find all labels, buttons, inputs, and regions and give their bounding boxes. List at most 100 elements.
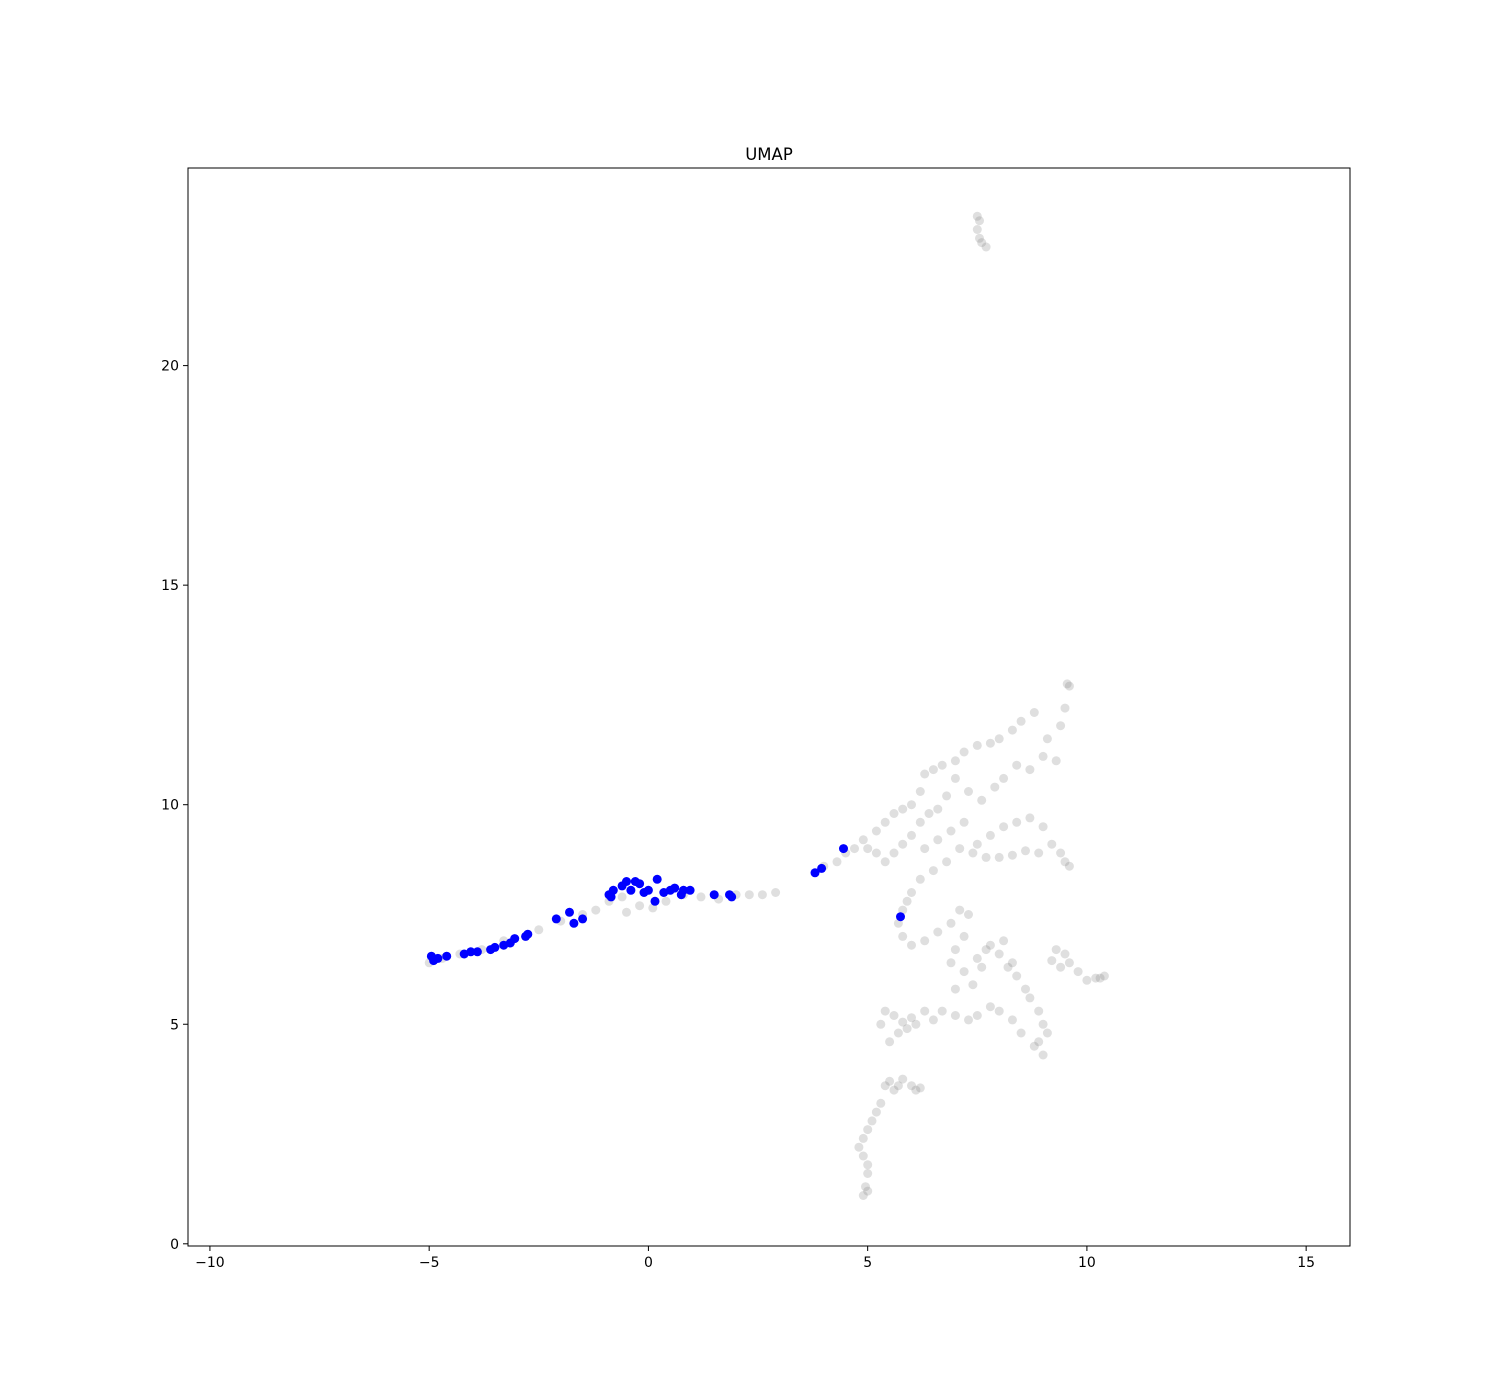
background-point-178: [863, 1169, 873, 1178]
background-point-146: [950, 984, 960, 994]
x-axis: −10 −5 0 5 10 15: [195, 1246, 1315, 1271]
x-tick-label-3: 5: [863, 1255, 872, 1271]
y-tick-label-2: 10: [161, 798, 179, 814]
highlight-point-16: [569, 918, 579, 928]
background-point-39: [907, 800, 916, 810]
background-point-27: [757, 890, 767, 900]
highlight-point-39: [817, 863, 827, 873]
x-tick-label-0: −10: [195, 1255, 225, 1271]
background-point-128: [1007, 1015, 1017, 1025]
highlight-point-11: [510, 934, 520, 944]
x-tick-label-4: 10: [1078, 1255, 1096, 1271]
background-point-50: [1016, 716, 1026, 726]
background-point-37: [889, 809, 899, 818]
background-point-83: [1025, 813, 1035, 823]
background-point-173: [863, 1125, 873, 1135]
background-point-109: [964, 910, 973, 919]
background-point-40: [915, 787, 925, 796]
background-point-108: [955, 905, 965, 915]
background-point-162: [880, 1081, 890, 1091]
background-point-104: [907, 940, 916, 950]
background-point-71: [898, 839, 908, 849]
background-point-59: [1025, 765, 1035, 775]
background-point-62: [990, 782, 1000, 792]
background-point-153: [1056, 962, 1066, 972]
background-point-163: [885, 1076, 895, 1086]
background-point-116: [994, 949, 1004, 959]
background-point-117: [1003, 962, 1013, 972]
x-tick-label-1: −5: [419, 1255, 440, 1271]
background-point-63: [977, 795, 987, 805]
background-point-166: [898, 1074, 908, 1084]
background-point-160: [1051, 945, 1061, 955]
background-point-159: [1095, 973, 1105, 983]
background-point-110: [959, 931, 969, 941]
background-point-61: [999, 773, 1009, 783]
background-point-45: [959, 747, 969, 757]
y-tick-label-3: 15: [161, 578, 179, 594]
points-layer: [424, 211, 1109, 1200]
background-point-43: [937, 760, 947, 770]
background-point-33: [858, 835, 868, 845]
background-point-76: [933, 835, 943, 845]
background-point-176: [858, 1151, 868, 1161]
background-point-151: [1007, 958, 1017, 968]
background-point-35: [871, 826, 881, 836]
highlight-point-24: [635, 879, 645, 889]
background-point-177: [863, 1160, 873, 1170]
y-axis: 0 5 10 15 20: [161, 359, 188, 1253]
background-point-122: [1038, 1019, 1048, 1029]
background-point-125: [1038, 1050, 1048, 1060]
background-point-171: [871, 1107, 881, 1117]
background-point-34: [863, 844, 873, 854]
background-point-88: [1060, 857, 1070, 867]
background-point-165: [893, 1081, 903, 1091]
background-point-78: [959, 817, 969, 827]
highlight-point-42: [606, 892, 616, 902]
highlight-point-41: [896, 912, 905, 922]
background-point-133: [950, 1011, 960, 1020]
background-point-51: [1029, 708, 1039, 717]
background-point-15: [591, 905, 601, 915]
y-tick-label-1: 5: [170, 1017, 179, 1033]
background-point-53: [1056, 721, 1066, 731]
background-point-113: [959, 967, 969, 977]
background-point-174: [858, 1133, 868, 1143]
x-tick-label-5: 15: [1297, 1255, 1315, 1271]
highlight-point-2: [433, 953, 443, 963]
background-point-79: [972, 839, 982, 849]
background-point-69: [915, 817, 925, 827]
background-point-56: [1062, 679, 1072, 689]
background-point-67: [933, 804, 943, 814]
background-point-55: [1064, 681, 1074, 691]
highlight-point-5: [466, 947, 476, 957]
background-point-121: [1034, 1006, 1044, 1016]
background-point-123: [1042, 1028, 1052, 1038]
highlight-point-38: [810, 868, 820, 878]
background-point-70: [907, 830, 916, 840]
background-point-73: [880, 857, 890, 867]
background-point-161: [1060, 949, 1070, 959]
background-point-95: [955, 844, 965, 854]
background-point-164: [889, 1085, 899, 1095]
background-point-58: [1038, 751, 1048, 761]
highlight-point-15: [565, 907, 574, 917]
background-point-54: [1060, 703, 1070, 713]
background-point-93: [981, 852, 991, 862]
background-point-154: [1064, 958, 1074, 968]
background-point-44: [950, 756, 960, 766]
background-point-144: [898, 1017, 908, 1027]
background-point-36: [880, 817, 890, 827]
background-point-169: [915, 1083, 925, 1093]
background-point-103: [898, 931, 908, 941]
background-point-38: [898, 804, 908, 814]
background-point-42: [928, 765, 938, 775]
background-point-181: [863, 1186, 873, 1196]
background-point-84: [1038, 822, 1048, 832]
background-point-4: [977, 238, 987, 248]
background-point-68: [924, 809, 934, 818]
highlight-point-31: [670, 883, 680, 893]
highlight-point-8: [490, 942, 500, 952]
background-point-80: [985, 830, 995, 840]
